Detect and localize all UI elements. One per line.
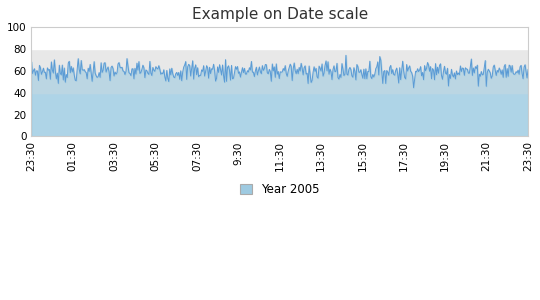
Title: Example on Date scale: Example on Date scale [192,7,368,22]
Bar [31,49,528,93]
Bar [31,93,528,136]
Legend: Year 2005: Year 2005 [240,183,320,196]
Bar [31,27,528,49]
